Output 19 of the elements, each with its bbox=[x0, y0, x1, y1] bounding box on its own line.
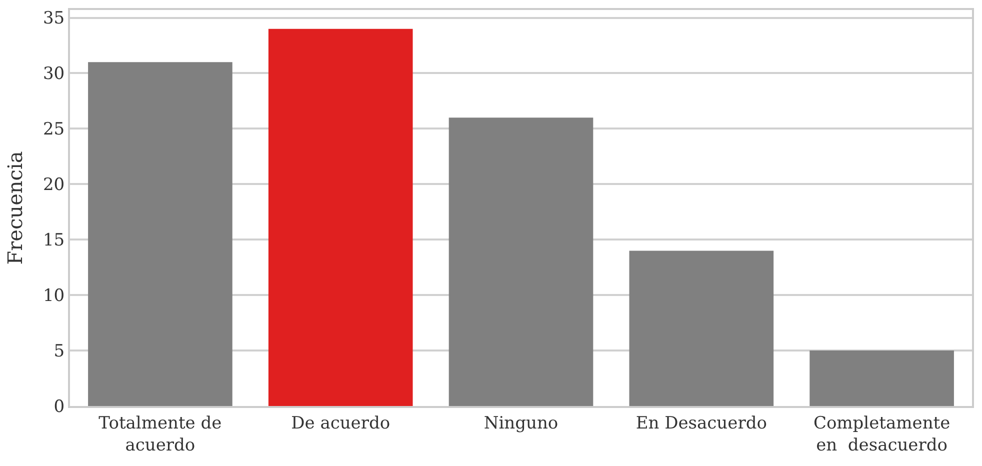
bar bbox=[810, 350, 954, 406]
x-tick-label: Ninguno bbox=[484, 413, 558, 434]
y-tick-label: 10 bbox=[42, 286, 65, 306]
bar bbox=[629, 250, 774, 406]
y-tick-label: 25 bbox=[42, 120, 65, 140]
y-tick-label: 30 bbox=[42, 64, 65, 84]
y-tick-label: 20 bbox=[42, 175, 65, 196]
y-axis-title: Frecuencia bbox=[2, 151, 27, 265]
y-tick-label: 35 bbox=[42, 8, 65, 29]
x-tick-label: Completamente en desacuerdo bbox=[813, 413, 950, 456]
y-tick-label: 5 bbox=[54, 341, 65, 362]
x-tick-label: En Desacuerdo bbox=[636, 413, 767, 434]
y-tick-label: 15 bbox=[42, 230, 65, 251]
x-tick-label: Totalmente de acuerdo bbox=[98, 413, 222, 456]
y-tick-label: 0 bbox=[54, 396, 65, 417]
bar bbox=[88, 62, 232, 406]
x-tick-label: De acuerdo bbox=[291, 413, 390, 434]
bar bbox=[268, 28, 413, 406]
bar bbox=[448, 118, 594, 406]
